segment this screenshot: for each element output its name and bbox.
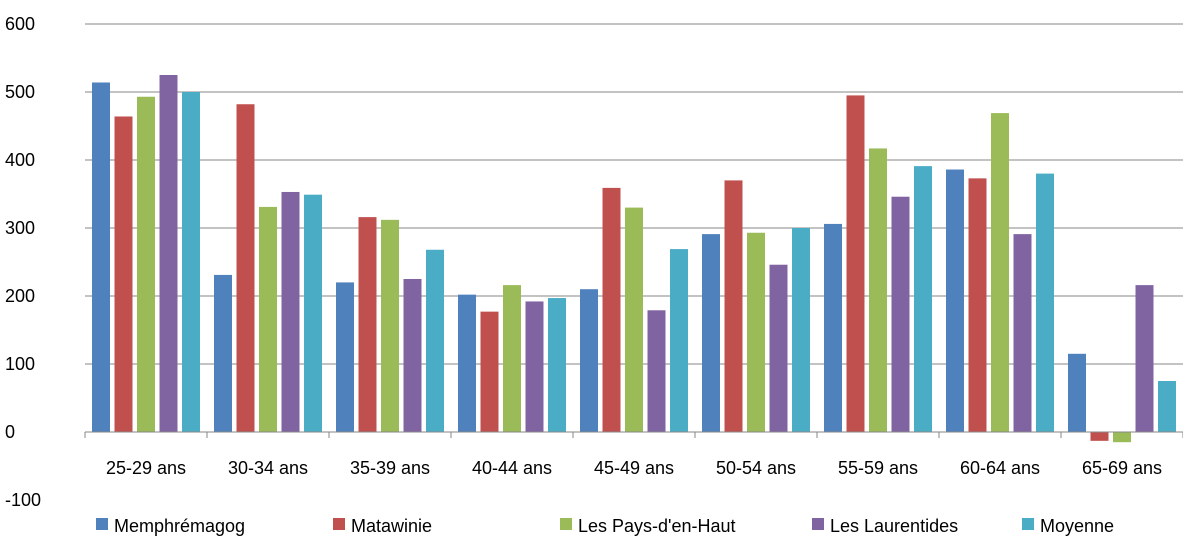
bar bbox=[891, 196, 910, 432]
legend-swatch bbox=[1022, 518, 1034, 530]
bar bbox=[647, 310, 666, 432]
y-tick-label: 500 bbox=[5, 82, 35, 102]
y-tick-label: 300 bbox=[5, 218, 35, 238]
bar bbox=[747, 232, 765, 432]
bar bbox=[1135, 285, 1154, 432]
y-tick-label: -100 bbox=[5, 490, 41, 510]
y-tick-label: 600 bbox=[5, 14, 35, 34]
x-category-label: 40-44 ans bbox=[472, 458, 552, 478]
legend-swatch bbox=[560, 518, 572, 530]
bar bbox=[159, 75, 178, 432]
legend-label: Memphrémagog bbox=[114, 516, 245, 536]
legend-label: Moyenne bbox=[1040, 516, 1114, 536]
y-tick-label: 100 bbox=[5, 354, 35, 374]
bar bbox=[426, 249, 444, 432]
bar bbox=[670, 249, 688, 432]
bar bbox=[869, 148, 887, 432]
bar bbox=[914, 166, 932, 432]
bar bbox=[114, 116, 133, 432]
bar bbox=[1068, 353, 1086, 432]
bar bbox=[625, 207, 643, 432]
bar bbox=[724, 180, 743, 432]
bars bbox=[92, 75, 1176, 443]
bar bbox=[1036, 173, 1054, 432]
bar bbox=[1113, 432, 1131, 443]
y-tick-label: 0 bbox=[5, 422, 15, 442]
bar bbox=[336, 282, 354, 432]
legend-label: Les Laurentides bbox=[830, 516, 958, 536]
legend-swatch bbox=[96, 518, 108, 530]
bar bbox=[259, 206, 277, 432]
x-category-label: 50-54 ans bbox=[716, 458, 796, 478]
x-axis bbox=[84, 431, 1183, 438]
bar bbox=[946, 169, 964, 432]
bar bbox=[137, 96, 155, 432]
legend: Memphrémagog Matawinie Les Pays-d'en-Haut L… bbox=[96, 516, 1114, 536]
bar bbox=[480, 311, 499, 432]
bar bbox=[968, 178, 987, 432]
bar bbox=[602, 187, 621, 432]
legend-swatch bbox=[333, 518, 345, 530]
legend-swatch bbox=[812, 518, 824, 530]
x-category-label: 25-29 ans bbox=[106, 458, 186, 478]
bar bbox=[548, 298, 566, 432]
x-category-label: 30-34 ans bbox=[228, 458, 308, 478]
bar bbox=[525, 301, 544, 432]
bar bbox=[92, 82, 110, 432]
bar bbox=[381, 219, 399, 432]
bar bbox=[236, 104, 255, 433]
legend-label: Matawinie bbox=[351, 516, 432, 536]
x-category-label: 45-49 ans bbox=[594, 458, 674, 478]
y-axis-ticks: -100 0 100 200 300 400 500 600 bbox=[5, 14, 41, 510]
bar bbox=[182, 92, 200, 432]
bar bbox=[702, 234, 720, 432]
bar bbox=[824, 223, 842, 432]
bar bbox=[304, 194, 322, 432]
bar bbox=[846, 95, 865, 433]
bar bbox=[1090, 432, 1109, 441]
x-category-label: 35-39 ans bbox=[350, 458, 430, 478]
bar bbox=[1013, 234, 1032, 432]
bar bbox=[1158, 381, 1176, 432]
bar bbox=[503, 285, 521, 432]
bar bbox=[458, 294, 476, 432]
bar bbox=[769, 264, 788, 432]
x-axis-categories: 25-29 ans 30-34 ans 35-39 ans 40-44 ans 45-4… bbox=[106, 458, 1162, 478]
x-category-label: 55-59 ans bbox=[838, 458, 918, 478]
bar bbox=[214, 274, 232, 432]
y-tick-label: 200 bbox=[5, 286, 35, 306]
bar bbox=[792, 228, 810, 432]
bar bbox=[991, 113, 1009, 432]
x-category-label: 65-69 ans bbox=[1082, 458, 1162, 478]
bar bbox=[281, 191, 300, 432]
bar bbox=[358, 217, 377, 432]
bar bbox=[403, 279, 422, 432]
legend-label: Les Pays-d'en-Haut bbox=[578, 516, 736, 536]
y-tick-label: 400 bbox=[5, 150, 35, 170]
bar bbox=[580, 289, 598, 432]
x-category-label: 60-64 ans bbox=[960, 458, 1040, 478]
